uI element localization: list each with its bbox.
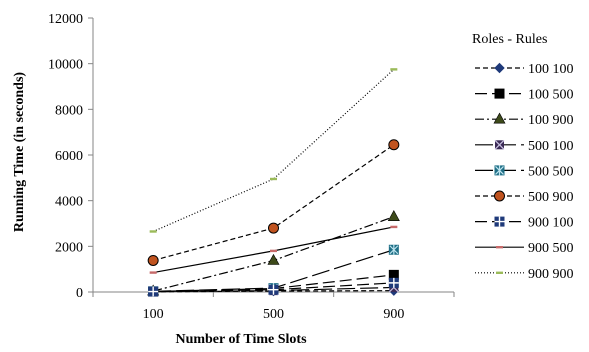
legend-label: 500 500	[528, 164, 574, 179]
legend-item: 100 100	[475, 62, 574, 77]
data-point	[268, 284, 279, 295]
chart-legend: 100 100 100 500 100 900 500 100 500 500 500 9…	[475, 62, 574, 282]
data-point	[494, 88, 505, 99]
legend-label: 100 500	[528, 88, 574, 103]
x-tick-label: 900	[383, 307, 404, 322]
legend-title: Roles - Rules	[472, 32, 547, 47]
data-point	[390, 225, 398, 229]
legend-label: 500 900	[528, 190, 574, 205]
data-point	[149, 230, 157, 233]
data-point	[494, 216, 505, 227]
data-point	[268, 222, 279, 234]
data-point	[147, 254, 159, 266]
y-tick-label: 6000	[55, 149, 83, 164]
data-point	[494, 139, 505, 150]
legend-label: 100 900	[528, 113, 574, 128]
legend-label: 100 100	[528, 62, 574, 77]
data-point	[388, 277, 399, 288]
legend-item: 500 900	[475, 190, 574, 205]
data-point	[388, 269, 399, 280]
legend-item: 100 500	[475, 88, 574, 103]
y-tick-label: 2000	[55, 240, 83, 255]
y-tick-label: 10000	[48, 58, 83, 73]
legend-label: 900 500	[528, 241, 574, 256]
data-point	[494, 165, 505, 176]
data-point	[148, 286, 159, 297]
x-tick-label: 500	[263, 307, 284, 322]
data-point	[493, 112, 506, 124]
y-axis-title: Running Time (in seconds)	[12, 72, 27, 232]
series-500-900	[147, 139, 400, 266]
series-900-900	[149, 68, 398, 233]
data-point	[387, 210, 400, 221]
x-axis-title: Number of Time Slots	[175, 332, 307, 347]
data-point	[494, 62, 505, 74]
legend-label: 500 100	[528, 139, 574, 154]
data-point	[496, 271, 503, 274]
series-line	[153, 144, 395, 262]
x-tick-label: 100	[143, 307, 164, 322]
data-point	[388, 244, 399, 255]
series-line	[152, 68, 395, 233]
series-900-100	[148, 277, 399, 297]
y-tick-label: 0	[76, 286, 83, 301]
data-point	[270, 249, 277, 253]
data-point	[496, 246, 503, 249]
legend-item: 500 100	[475, 139, 574, 154]
chart-series	[147, 68, 400, 297]
data-point	[388, 139, 400, 151]
data-point	[267, 253, 280, 265]
y-axis-ticks: 0 2000 4000 6000 8000 10000 12000	[48, 12, 93, 301]
legend-item: 100 900	[475, 112, 574, 128]
data-point	[390, 68, 398, 71]
y-tick-label: 4000	[55, 195, 83, 210]
legend-label: 900 900	[528, 267, 574, 282]
legend-item: 500 500	[475, 164, 574, 179]
data-point	[494, 190, 505, 202]
data-point	[270, 177, 277, 181]
legend-item: 900 500	[475, 241, 574, 256]
legend-label: 900 100	[528, 216, 574, 231]
x-axis-ticks: 100 500 900	[92, 292, 455, 322]
legend-item: 900 100	[475, 216, 574, 231]
series-900-500	[149, 225, 398, 274]
legend-item: 900 900	[475, 267, 574, 282]
y-tick-label: 12000	[48, 12, 83, 27]
y-tick-label: 8000	[55, 103, 83, 118]
data-point	[149, 271, 157, 274]
